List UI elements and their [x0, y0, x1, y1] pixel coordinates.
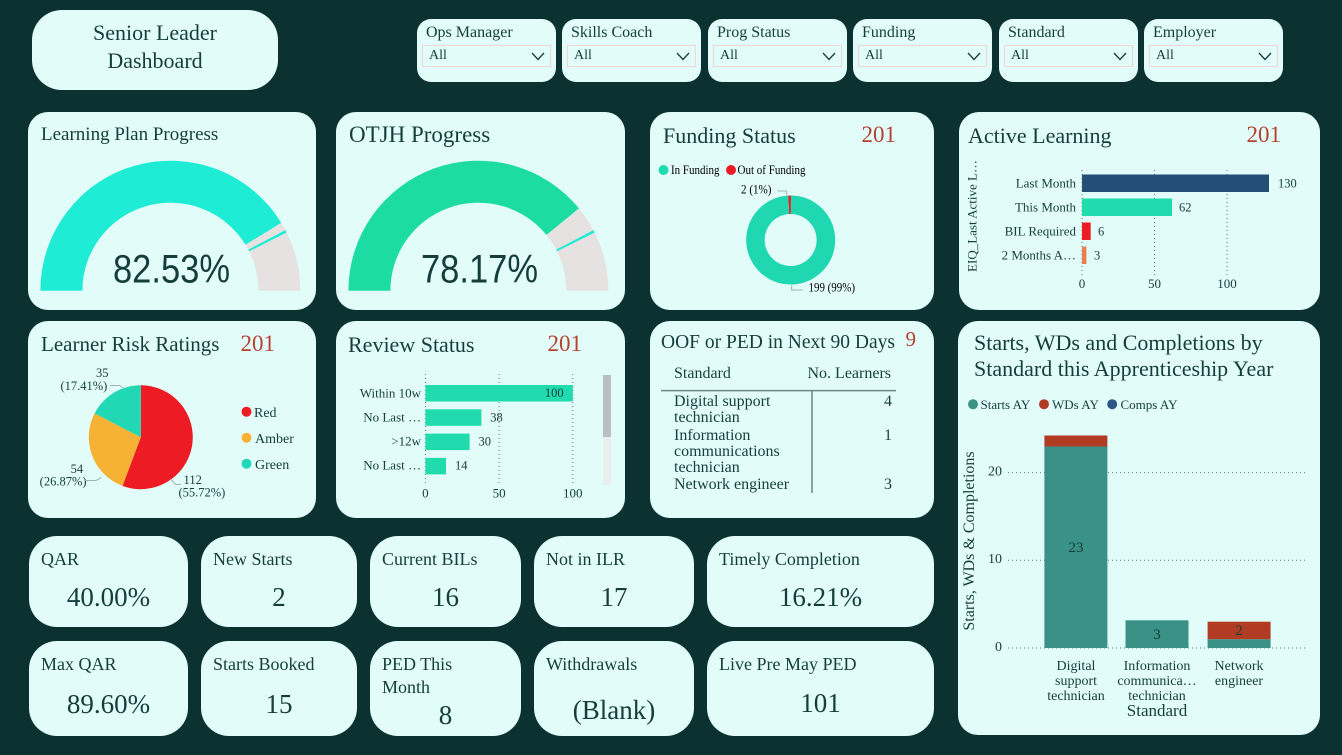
svg-text:Digital: Digital	[1057, 659, 1096, 674]
svg-text:No. Learners: No. Learners	[807, 365, 891, 382]
svg-text:WDs AY: WDs AY	[1052, 397, 1099, 412]
svg-text:35: 35	[96, 366, 109, 380]
svg-text:10: 10	[988, 552, 1002, 567]
svg-text:Amber: Amber	[255, 432, 294, 447]
svg-text:100: 100	[563, 486, 583, 501]
svg-text:Comps AY: Comps AY	[1121, 397, 1179, 412]
svg-text:38: 38	[490, 411, 503, 425]
svg-text:100: 100	[545, 386, 564, 400]
svg-text:50: 50	[493, 486, 506, 501]
svg-text:Starts, WDs & Completions: Starts, WDs & Completions	[961, 451, 978, 630]
svg-text:communications: communications	[674, 443, 780, 460]
svg-text:Information: Information	[1124, 659, 1191, 674]
svg-text:technician: technician	[674, 409, 740, 426]
svg-text:Network: Network	[1215, 659, 1264, 674]
svg-text:14: 14	[455, 459, 468, 473]
svg-text:Out of Funding: Out of Funding	[738, 163, 807, 177]
svg-text:62: 62	[1179, 201, 1192, 215]
svg-text:3: 3	[1094, 249, 1100, 263]
svg-text:No Last …: No Last …	[363, 458, 421, 473]
svg-text:2 Months A…: 2 Months A…	[1002, 248, 1076, 263]
svg-text:1: 1	[884, 427, 892, 444]
svg-text:4: 4	[884, 393, 892, 410]
svg-text:Network engineer: Network engineer	[674, 476, 790, 493]
svg-text:199 (99%): 199 (99%)	[809, 281, 856, 295]
svg-text:No Last …: No Last …	[363, 410, 421, 425]
svg-text:2 (1%): 2 (1%)	[741, 183, 772, 197]
svg-text:Last Month: Last Month	[1016, 176, 1077, 191]
svg-text:50: 50	[1148, 276, 1161, 291]
svg-text:This Month: This Month	[1015, 200, 1077, 215]
svg-text:technician: technician	[1047, 689, 1105, 704]
svg-text:0: 0	[1079, 276, 1086, 291]
svg-text:23: 23	[1069, 540, 1084, 556]
svg-text:>12w: >12w	[391, 434, 421, 449]
svg-text:engineer: engineer	[1215, 674, 1264, 689]
svg-text:54: 54	[71, 462, 84, 476]
svg-text:technician: technician	[1128, 689, 1186, 704]
svg-text:100: 100	[1217, 276, 1237, 291]
svg-text:20: 20	[988, 465, 1002, 480]
svg-text:Within 10w: Within 10w	[360, 386, 422, 401]
svg-text:In Funding: In Funding	[671, 163, 720, 177]
svg-text:2: 2	[1235, 623, 1243, 639]
svg-text:6: 6	[1098, 225, 1104, 239]
svg-text:78.17%: 78.17%	[421, 248, 538, 292]
svg-text:Digital support: Digital support	[674, 393, 771, 410]
svg-text:Green: Green	[255, 458, 289, 473]
svg-text:Information: Information	[674, 427, 750, 444]
svg-text:Standard: Standard	[1127, 701, 1188, 720]
svg-text:(17.41%): (17.41%)	[60, 379, 107, 393]
svg-text:EIQ_Last Active L…: EIQ_Last Active L…	[965, 160, 980, 272]
svg-text:112: 112	[184, 473, 202, 487]
svg-text:Starts AY: Starts AY	[981, 397, 1031, 412]
svg-text:technician: technician	[674, 459, 740, 476]
svg-text:(55.72%): (55.72%)	[178, 486, 225, 500]
svg-text:(26.87%): (26.87%)	[40, 475, 87, 489]
svg-text:130: 130	[1278, 177, 1297, 191]
svg-text:Standard: Standard	[674, 365, 731, 382]
svg-text:Red: Red	[254, 406, 277, 421]
svg-text:3: 3	[1153, 627, 1161, 643]
svg-text:3: 3	[884, 476, 892, 493]
svg-text:0: 0	[422, 486, 429, 501]
svg-text:support: support	[1055, 674, 1097, 689]
svg-text:30: 30	[479, 435, 492, 449]
svg-text:82.53%: 82.53%	[113, 248, 230, 292]
svg-text:communica…: communica…	[1117, 674, 1196, 689]
svg-text:0: 0	[995, 640, 1002, 655]
svg-text:BIL Required: BIL Required	[1005, 224, 1077, 239]
